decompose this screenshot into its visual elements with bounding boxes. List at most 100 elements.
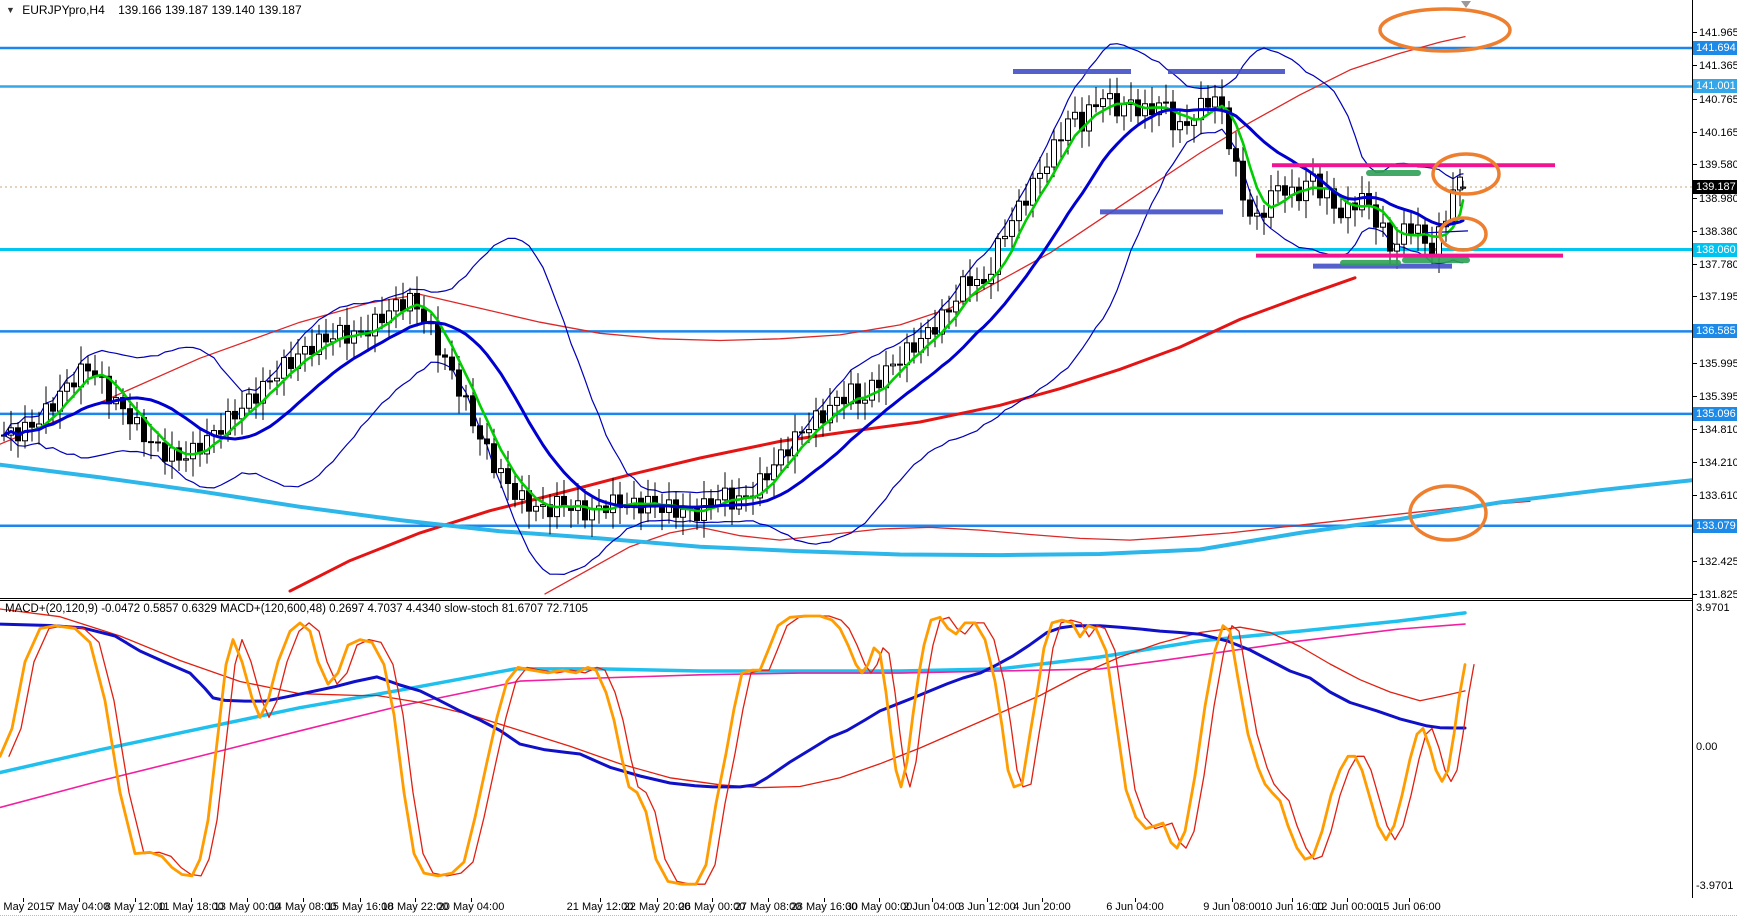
candle-body-down <box>1338 207 1344 219</box>
candle-body-up <box>267 380 273 383</box>
candle-body-up <box>1177 121 1183 131</box>
candle-body-down <box>785 449 791 457</box>
candle-body-down <box>981 278 987 285</box>
macd-indicator-panel[interactable]: MACD+(20,120,9) -0.0472 0.5857 0.6329 MA… <box>0 600 1692 899</box>
price-tick-label: 141.365 <box>1693 59 1737 73</box>
candle-body-up <box>183 458 189 461</box>
candle-body-down <box>358 330 364 333</box>
candle-body-down <box>323 333 329 343</box>
time-tick-mark <box>879 898 880 902</box>
candle-body-down <box>491 443 497 474</box>
candle-body-down <box>708 498 714 506</box>
candle-body-up <box>1394 243 1400 252</box>
candle-body-down <box>253 393 259 404</box>
time-tick-label: 12 Jun 00:00 <box>1315 901 1379 913</box>
candle-body-down <box>505 468 511 485</box>
candle-body-up <box>519 490 525 500</box>
price-tick-mark <box>1693 99 1697 100</box>
candle-body-down <box>729 487 735 510</box>
macd-canvas[interactable] <box>0 601 1692 898</box>
price-tick-mark <box>1693 296 1697 297</box>
candle-body-up <box>995 238 1001 275</box>
price-axis[interactable]: 141.965 141.694 141.365 141.001 140.765 140.1… <box>1692 0 1737 898</box>
time-tick-mark <box>135 898 136 902</box>
candle-body-up <box>757 473 763 499</box>
candle-body-up <box>974 278 980 287</box>
time-tick-label: 21 May 12:00 <box>566 901 634 913</box>
time-tick-mark <box>600 898 601 902</box>
candle-body-up <box>1460 186 1466 189</box>
candle-body-down <box>120 397 126 410</box>
main-price-chart[interactable]: ▼ EURJPYpro,H4 139.166 139.187 139.140 1… <box>0 0 1692 599</box>
time-tick-mark <box>657 898 658 902</box>
price-tick-label: 141.694 <box>1693 41 1737 55</box>
candle-body-up <box>1163 101 1169 104</box>
candle-body-down <box>946 309 952 313</box>
candle-body-down <box>1093 104 1099 108</box>
candle-body-up <box>372 313 378 337</box>
macd2-cyan-line <box>0 611 1467 775</box>
time-tick-mark <box>1292 898 1293 902</box>
red-envelope-upper <box>0 35 1466 445</box>
candle-body-down <box>344 324 350 344</box>
stoch-d-red-line <box>8 615 1475 885</box>
price-tick-label: 132.425 <box>1693 555 1737 569</box>
candle-body-down <box>1205 97 1211 108</box>
price-tick-mark <box>1693 363 1697 364</box>
candle-body-up <box>1065 118 1071 141</box>
candle-body-up <box>1359 193 1365 211</box>
candle-body-down <box>820 410 826 424</box>
candle-body-down <box>29 421 35 428</box>
time-tick-label: 9 Jun 08:00 <box>1203 901 1261 913</box>
candle-body-up <box>1037 172 1043 179</box>
candle-body-down <box>582 500 588 521</box>
candle-body-down <box>155 441 161 444</box>
candle-body-down <box>1135 99 1141 117</box>
candle-body-down <box>855 383 861 404</box>
candle-body-down <box>897 363 903 366</box>
time-tick-label: 3 Jun 12:00 <box>958 901 1016 913</box>
candle-body-down <box>1023 200 1029 206</box>
time-tick-label: 10 Jun 16:00 <box>1260 901 1324 913</box>
candle-body-up <box>260 380 266 404</box>
candle-body-down <box>967 276 973 287</box>
price-tick-label: 134.210 <box>1693 456 1737 470</box>
candle-body-up <box>1254 212 1260 217</box>
price-chart-canvas[interactable] <box>0 0 1692 598</box>
candle-body-up <box>204 435 210 455</box>
candle-body-up <box>274 377 280 382</box>
time-tick-mark <box>1135 898 1136 902</box>
candle-body-down <box>932 327 938 335</box>
candle-body-down <box>876 379 882 389</box>
candle-body-down <box>449 356 455 371</box>
orange-ellipse-annotation <box>1431 152 1501 196</box>
candle-body-up <box>169 447 175 462</box>
macd-axis-label: 3.9701 <box>1696 602 1730 614</box>
time-axis[interactable]: 5 May 2015 7 May 04:00 8 May 12:00 11 May 1… <box>0 898 1737 917</box>
candle-body-down <box>148 441 154 444</box>
red-ma-line <box>288 276 1357 593</box>
price-tick-mark <box>1693 429 1697 430</box>
candle-body-up <box>890 363 896 367</box>
candle-body-up <box>1009 220 1015 237</box>
candle-body-up <box>190 442 196 460</box>
candle-body-up <box>1051 139 1057 168</box>
candle-body-up <box>813 410 819 431</box>
price-tick-mark <box>1693 65 1697 66</box>
chart-shift-marker-icon[interactable] <box>1461 1 1471 8</box>
time-tick-label: 15 Jun 06:00 <box>1377 901 1441 913</box>
candle-body-up <box>1142 103 1148 117</box>
candle-body-up <box>134 417 140 425</box>
candle-body-up <box>1086 104 1092 132</box>
time-tick-label: 2 Jun 04:00 <box>903 901 961 913</box>
candle-body-down <box>414 292 420 310</box>
symbol-dropdown-icon[interactable]: ▼ <box>6 5 15 15</box>
candle-body-down <box>218 430 224 435</box>
candle-body-down <box>1233 148 1239 162</box>
time-tick-label: 11 May 18:00 <box>158 901 224 913</box>
time-tick-mark <box>79 898 80 902</box>
candle-body-up <box>862 399 868 404</box>
time-tick-mark <box>712 898 713 902</box>
candle-body-down <box>85 363 91 372</box>
candle-body-down <box>456 369 462 397</box>
